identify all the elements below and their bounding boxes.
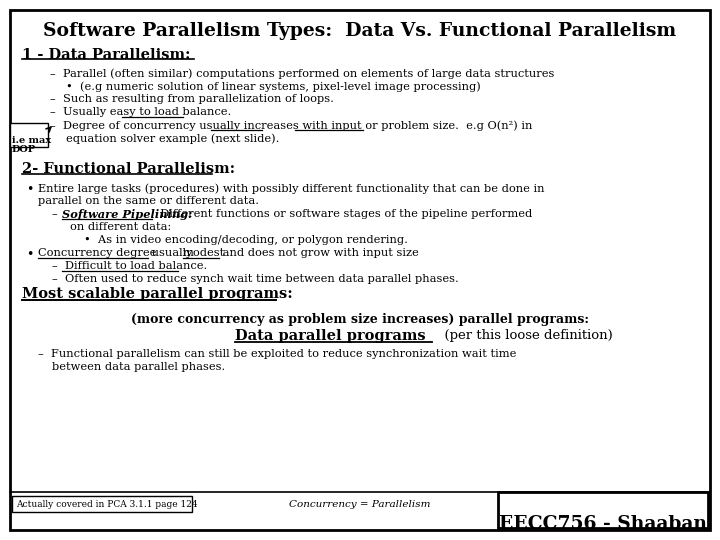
Text: DOP: DOP (12, 145, 36, 154)
Text: –  Functional parallelism can still be exploited to reduce synchronization wait : – Functional parallelism can still be ex… (38, 349, 516, 359)
Text: between data parallel phases.: between data parallel phases. (52, 362, 225, 372)
Text: Most scalable parallel programs:: Most scalable parallel programs: (22, 287, 293, 301)
Bar (12, 496, 192, 512)
Text: Different functions or software stages of the pipeline performed: Different functions or software stages o… (153, 209, 532, 219)
Text: •  As in video encoding/decoding, or polygon rendering.: • As in video encoding/decoding, or poly… (84, 235, 408, 245)
Text: Data parallel programs: Data parallel programs (235, 329, 426, 343)
Text: 1 - Data Parallelism:: 1 - Data Parallelism: (22, 48, 191, 62)
Text: Software Pipelining:: Software Pipelining: (62, 209, 192, 220)
Text: i.e max: i.e max (12, 136, 51, 145)
Text: •: • (26, 248, 33, 261)
Text: –: – (52, 209, 65, 219)
Text: –  Often used to reduce synch wait time between data parallel phases.: – Often used to reduce synch wait time b… (52, 274, 459, 284)
Text: modest: modest (183, 248, 225, 258)
Text: –  Such as resulting from parallelization of loops.: – Such as resulting from parallelization… (50, 94, 334, 104)
Bar (10, 123, 48, 147)
Text: EECC756 - Shaaban: EECC756 - Shaaban (499, 515, 707, 533)
Text: Entire large tasks (procedures) with possibly different functionality that can b: Entire large tasks (procedures) with pos… (38, 183, 544, 193)
Bar (498, 492, 708, 528)
Text: #  lec #3   Spring2008  3-20-2008: # lec #3 Spring2008 3-20-2008 (531, 512, 675, 520)
Text: 2- Functional Parallelism:: 2- Functional Parallelism: (22, 162, 235, 176)
Text: –  Degree of concurrency usually increases with input or problem size.  e.g O(n²: – Degree of concurrency usually increase… (50, 120, 532, 131)
Text: •  (e.g numeric solution of linear systems, pixel-level image processing): • (e.g numeric solution of linear system… (66, 81, 481, 92)
Text: (per this loose definition): (per this loose definition) (436, 329, 613, 342)
Text: Concurrency degree: Concurrency degree (38, 248, 156, 258)
Text: equation solver example (next slide).: equation solver example (next slide). (66, 133, 279, 144)
Text: Concurrency = Parallelism: Concurrency = Parallelism (289, 500, 431, 509)
Text: usually: usually (148, 248, 196, 258)
Text: Actually covered in PCA 3.1.1 page 124: Actually covered in PCA 3.1.1 page 124 (16, 500, 197, 509)
Text: –  Usually easy to load balance.: – Usually easy to load balance. (50, 107, 231, 117)
Text: (more concurrency as problem size increases) parallel programs:: (more concurrency as problem size increa… (131, 313, 589, 326)
Text: on different data:: on different data: (70, 222, 171, 232)
Text: –  Parallel (often similar) computations performed on elements of large data str: – Parallel (often similar) computations … (50, 68, 554, 78)
Text: –  Difficult to load balance.: – Difficult to load balance. (52, 261, 207, 271)
Text: •: • (26, 183, 33, 196)
Text: Software Parallelism Types:  Data Vs. Functional Parallelism: Software Parallelism Types: Data Vs. Fun… (43, 22, 677, 40)
Text: and does not grow with input size: and does not grow with input size (219, 248, 419, 258)
Text: parallel on the same or different data.: parallel on the same or different data. (38, 196, 259, 206)
